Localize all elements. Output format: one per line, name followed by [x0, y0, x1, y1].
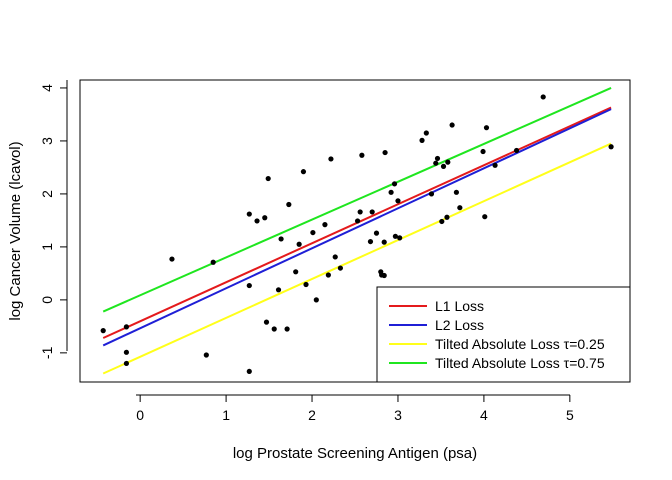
data-point — [300, 169, 307, 175]
data-point — [388, 189, 394, 195]
y-axis-label: log Cancer Volume (lcavol) — [7, 141, 24, 320]
data-point — [169, 256, 175, 262]
data-point — [483, 125, 490, 131]
data-point — [445, 159, 451, 165]
y-tick-label: 3 — [39, 137, 55, 145]
data-point — [123, 360, 130, 367]
data-point — [369, 209, 375, 215]
data-point — [271, 326, 277, 332]
data-point — [492, 162, 498, 168]
x-tick-label: 3 — [394, 407, 402, 423]
data-point — [263, 319, 270, 325]
data-point — [337, 265, 343, 271]
x-tick-label: 5 — [566, 407, 574, 423]
y-tick-label: 0 — [39, 296, 55, 304]
y-tick-label: 1 — [39, 243, 55, 251]
data-point — [367, 238, 374, 245]
data-point — [354, 218, 361, 224]
data-point — [423, 130, 429, 136]
data-point — [296, 241, 302, 247]
data-point — [275, 287, 282, 293]
y-tick-label: 2 — [39, 190, 55, 198]
fit-line — [102, 108, 612, 347]
data-point — [392, 233, 398, 239]
legend-label: L1 Loss — [435, 298, 484, 314]
data-point — [457, 205, 463, 211]
data-point — [322, 222, 328, 228]
legend-label: L2 Loss — [435, 317, 484, 333]
data-point — [262, 215, 268, 221]
data-point — [265, 175, 271, 182]
data-point — [303, 281, 309, 288]
data-point — [325, 272, 331, 278]
data-point — [284, 326, 290, 332]
data-point — [482, 214, 488, 220]
data-point — [449, 122, 455, 128]
data-point — [439, 218, 445, 225]
data-point — [382, 149, 388, 156]
data-point — [123, 349, 130, 355]
data-point — [310, 229, 316, 236]
data-point — [381, 239, 387, 245]
data-point — [359, 152, 365, 158]
data-point — [513, 147, 520, 154]
data-point — [313, 297, 319, 303]
x-tick-label: 1 — [222, 407, 230, 423]
data-point — [286, 201, 292, 208]
data-point — [328, 156, 334, 162]
data-point — [278, 236, 284, 242]
data-point — [100, 328, 106, 334]
data-point — [395, 198, 401, 204]
x-tick-label: 2 — [308, 407, 316, 423]
fit-line — [102, 142, 612, 375]
data-point — [254, 218, 260, 224]
data-point — [419, 137, 425, 143]
data-point — [433, 160, 439, 166]
data-point — [428, 191, 435, 197]
data-point — [434, 155, 441, 162]
data-point — [332, 254, 338, 260]
data-point — [203, 352, 209, 358]
legend: L1 Loss L2 Loss Tilted Absolute Loss τ=0.2… — [376, 286, 631, 383]
fit-line — [102, 87, 612, 313]
x-tick-label: 0 — [136, 407, 144, 423]
data-point — [373, 230, 380, 236]
data-point — [444, 214, 450, 220]
data-point — [210, 259, 216, 265]
y-axis: -1 0 1 2 3 4 — [39, 80, 68, 359]
x-tick-label: 4 — [480, 407, 488, 423]
data-point — [440, 163, 447, 169]
data-points — [100, 94, 614, 375]
y-tick-label: 4 — [39, 84, 55, 92]
legend-label: Tilted Absolute Loss τ=0.75 — [435, 355, 605, 371]
data-point — [246, 282, 252, 289]
data-point — [480, 148, 486, 155]
legend-box — [376, 286, 631, 383]
data-point — [246, 211, 252, 217]
data-point — [453, 189, 460, 195]
plot-frame — [79, 79, 631, 383]
data-point — [246, 368, 252, 375]
data-point — [293, 269, 299, 275]
x-axis-label: log Prostate Screening Antigen (psa) — [233, 445, 477, 462]
data-point — [397, 235, 403, 241]
legend-label: Tilted Absolute Loss τ=0.25 — [435, 336, 605, 352]
y-tick-label: -1 — [39, 346, 55, 359]
data-point — [123, 324, 130, 330]
data-point — [391, 181, 398, 187]
x-axis: 0 1 2 3 4 5 — [136, 394, 574, 423]
data-point — [608, 144, 614, 150]
data-point — [357, 209, 363, 215]
data-point — [540, 94, 546, 100]
data-point — [381, 272, 387, 279]
